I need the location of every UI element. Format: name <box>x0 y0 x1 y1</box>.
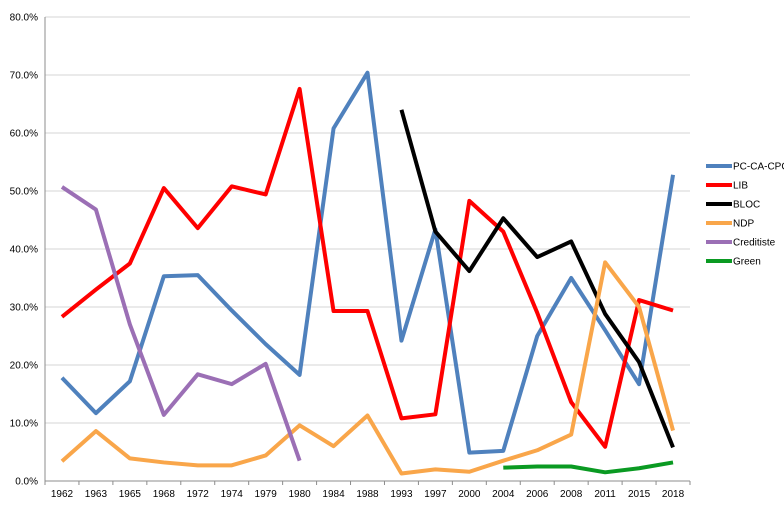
x-tick-label: 2000 <box>458 489 481 500</box>
series-lines <box>60 70 676 476</box>
series-line-creditiste <box>60 185 302 462</box>
x-tick-label: 1972 <box>187 489 210 500</box>
x-tick-label: 1974 <box>221 489 244 500</box>
x-tick-label: 1979 <box>255 489 278 500</box>
legend-label: BLOC <box>733 200 760 211</box>
x-tick-label: 2008 <box>560 489 583 500</box>
legend-label: NDP <box>733 219 754 230</box>
series-line-ndp <box>60 260 675 476</box>
x-tick-label: 2018 <box>662 489 685 500</box>
y-axis: 0.0% 10.0% 20.0% 30.0% 40.0% 50.0% 60.0% 70.0% 8… <box>10 13 46 488</box>
y-tick-label: 70.0% <box>10 71 38 82</box>
series-line-lib <box>60 86 674 449</box>
y-tick-label: 60.0% <box>10 129 38 140</box>
legend-label: PC-CA-CPC <box>733 162 784 173</box>
series-line-pc-ca-cpc <box>60 70 676 455</box>
legend-item-pc-ca-cpc: PC-CA-CPC <box>706 162 784 173</box>
legend-label: Green <box>733 257 761 268</box>
x-tick-label: 1980 <box>288 489 311 500</box>
legend-item-bloc: BLOC <box>706 200 760 211</box>
legend: PC-CA-CPC LIB BLOC NDP Creditiste Green <box>706 162 784 268</box>
x-tick-label: 1988 <box>356 489 379 500</box>
y-tick-label: 80.0% <box>10 13 38 24</box>
x-tick-label: 1984 <box>322 489 345 500</box>
x-tick-label: 1997 <box>424 489 447 500</box>
y-tick-label: 30.0% <box>10 303 38 314</box>
legend-label: Creditiste <box>733 238 776 249</box>
y-tick-label: 10.0% <box>10 419 38 430</box>
x-tick-label: 1965 <box>119 489 142 500</box>
x-tick-label: 1963 <box>85 489 108 500</box>
legend-item-ndp: NDP <box>706 219 754 230</box>
series-line-green <box>503 460 674 475</box>
legend-item-creditiste: Creditiste <box>706 238 776 249</box>
y-tick-label: 0.0% <box>15 477 38 488</box>
x-tick-label: 1968 <box>153 489 176 500</box>
x-tick-label: 1962 <box>51 489 74 500</box>
series-line-bloc <box>399 109 675 449</box>
legend-item-lib: LIB <box>706 181 748 192</box>
y-tick-label: 50.0% <box>10 187 38 198</box>
x-tick-label: 2004 <box>492 489 515 500</box>
legend-label: LIB <box>733 181 748 192</box>
y-tick-label: 40.0% <box>10 245 38 256</box>
legend-item-green: Green <box>706 257 761 268</box>
y-tick-label: 20.0% <box>10 361 38 372</box>
x-tick-label: 1993 <box>390 489 413 500</box>
x-tick-label: 2015 <box>628 489 651 500</box>
x-tick-label: 2011 <box>594 489 616 500</box>
x-tick-label: 2006 <box>526 489 549 500</box>
x-axis: 1962 1963 1965 1968 1972 1974 1979 1980 1984 1988… <box>44 481 691 500</box>
